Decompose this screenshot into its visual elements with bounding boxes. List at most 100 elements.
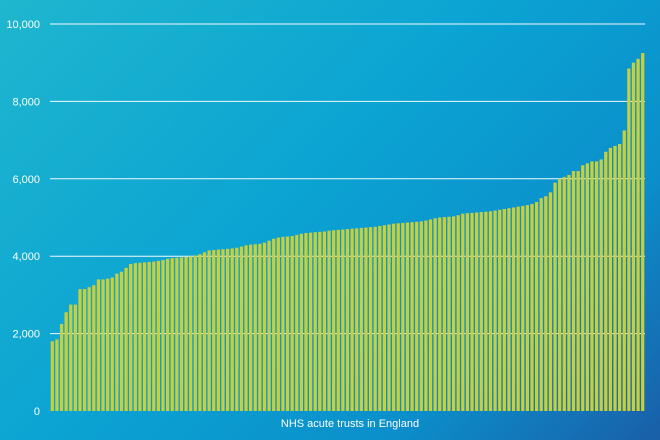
bar xyxy=(87,287,91,411)
bar xyxy=(456,215,460,411)
bar xyxy=(50,341,54,411)
bar xyxy=(608,147,613,411)
bar xyxy=(64,312,68,411)
bar xyxy=(106,278,110,411)
bar xyxy=(553,182,557,411)
bar xyxy=(415,221,419,411)
bar xyxy=(359,227,363,411)
y-axis-ticks: 0 2,000 4,000 6,000 8,000 10,000 xyxy=(6,19,40,418)
bar xyxy=(461,213,465,411)
bar xyxy=(424,220,428,411)
bar xyxy=(355,228,359,411)
bar xyxy=(198,254,202,411)
bar xyxy=(594,161,599,411)
bar xyxy=(544,196,548,411)
bar xyxy=(290,236,294,411)
bar xyxy=(576,171,580,411)
bar xyxy=(73,304,77,411)
bar xyxy=(438,217,442,411)
bar xyxy=(193,255,197,411)
bar xyxy=(530,203,534,411)
bar xyxy=(442,217,446,411)
bar xyxy=(175,257,179,411)
bar xyxy=(599,159,603,411)
bars xyxy=(50,53,645,412)
bar xyxy=(308,232,313,411)
bar xyxy=(110,277,114,411)
bar xyxy=(373,226,377,411)
bar xyxy=(562,176,566,411)
bar xyxy=(147,262,151,411)
bar xyxy=(428,219,433,411)
bar xyxy=(318,231,322,411)
bar xyxy=(55,339,59,411)
bar xyxy=(590,161,594,411)
bar xyxy=(516,206,520,411)
bar xyxy=(166,258,170,411)
bar xyxy=(258,243,262,411)
bar xyxy=(225,248,230,411)
bar xyxy=(138,262,142,411)
bar xyxy=(382,225,387,411)
bar xyxy=(239,246,244,411)
bar xyxy=(262,242,267,411)
bar xyxy=(507,208,511,411)
bar xyxy=(539,198,543,411)
bar xyxy=(78,289,82,411)
bar xyxy=(202,252,207,411)
bar xyxy=(341,229,345,411)
bar xyxy=(101,279,105,411)
bar xyxy=(221,249,225,411)
bar xyxy=(152,261,156,411)
y-tick-label: 6,000 xyxy=(12,174,40,186)
bar xyxy=(493,210,497,411)
bar xyxy=(364,227,368,411)
bar xyxy=(419,221,423,411)
bar xyxy=(548,192,553,411)
bar xyxy=(249,244,253,411)
bar xyxy=(96,279,101,411)
bar xyxy=(631,62,636,411)
bar xyxy=(253,244,257,411)
bar xyxy=(212,250,216,411)
bar xyxy=(115,273,119,411)
x-axis-label: NHS acute trusts in England xyxy=(281,418,419,430)
bar xyxy=(295,234,299,411)
bar xyxy=(401,222,405,411)
bar xyxy=(299,233,303,411)
bar xyxy=(604,151,608,411)
bar xyxy=(636,58,640,411)
bar xyxy=(276,237,280,411)
bar xyxy=(368,227,373,411)
bar xyxy=(627,68,631,411)
bar xyxy=(235,247,239,411)
bar xyxy=(396,223,400,411)
bar xyxy=(161,260,165,411)
bar xyxy=(433,218,437,411)
bar xyxy=(525,205,529,411)
bar xyxy=(59,323,64,411)
bar xyxy=(571,171,576,411)
bar xyxy=(327,230,331,411)
bar xyxy=(558,178,562,411)
bar xyxy=(129,263,133,411)
bar xyxy=(216,249,220,411)
y-tick-label: 8,000 xyxy=(12,96,40,108)
bar xyxy=(622,130,626,411)
bar xyxy=(244,245,248,411)
bar xyxy=(479,212,483,411)
bar xyxy=(447,216,451,411)
bar xyxy=(498,209,502,411)
bar xyxy=(82,289,87,411)
bar xyxy=(470,212,474,411)
bar xyxy=(613,145,617,411)
bar xyxy=(392,223,396,411)
bar xyxy=(618,143,622,411)
bar xyxy=(133,263,137,411)
bar xyxy=(184,256,188,411)
bar xyxy=(336,229,340,411)
y-tick-label: 10,000 xyxy=(6,19,40,31)
bar xyxy=(534,202,539,411)
bar xyxy=(281,236,285,411)
